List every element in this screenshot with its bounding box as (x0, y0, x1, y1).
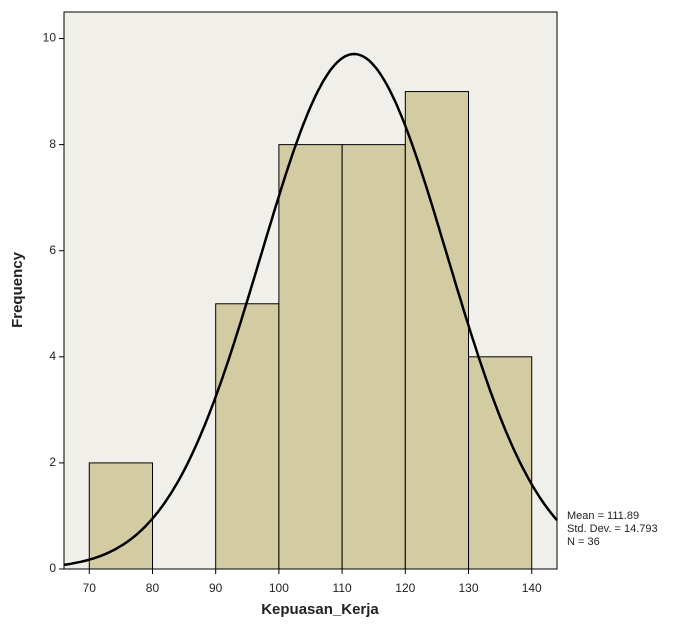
x-tick-label: 140 (522, 581, 542, 595)
bar (88, 462, 153, 570)
x-tick-label: 80 (146, 581, 160, 595)
x-tick-label: 130 (458, 581, 478, 595)
stat-label: N = 36 (567, 536, 600, 548)
bar (468, 356, 533, 570)
normal-curve (63, 52, 558, 567)
y-tick-label: 10 (43, 31, 57, 45)
x-tick-label: 120 (395, 581, 415, 595)
x-tick-label: 70 (83, 581, 97, 595)
y-tick-label: 4 (49, 349, 56, 363)
x-tick-label: 90 (209, 581, 223, 595)
bar (215, 303, 280, 570)
x-axis-label: Kepuasan_Kerja (261, 601, 379, 618)
stat-label: Mean = 111.89 (567, 510, 639, 522)
bar (278, 144, 343, 570)
bar (404, 91, 470, 570)
y-axis-label: Frequency (9, 251, 26, 328)
y-tick-label: 2 (49, 455, 56, 469)
bar (341, 144, 406, 570)
y-tick-label: 6 (49, 243, 56, 257)
y-tick-label: 8 (49, 137, 56, 151)
stat-label: Std. Dev. = 14.793 (567, 523, 658, 535)
x-tick-label: 100 (269, 581, 289, 595)
y-tick-label: 0 (49, 561, 56, 575)
x-tick-label: 110 (333, 581, 352, 595)
